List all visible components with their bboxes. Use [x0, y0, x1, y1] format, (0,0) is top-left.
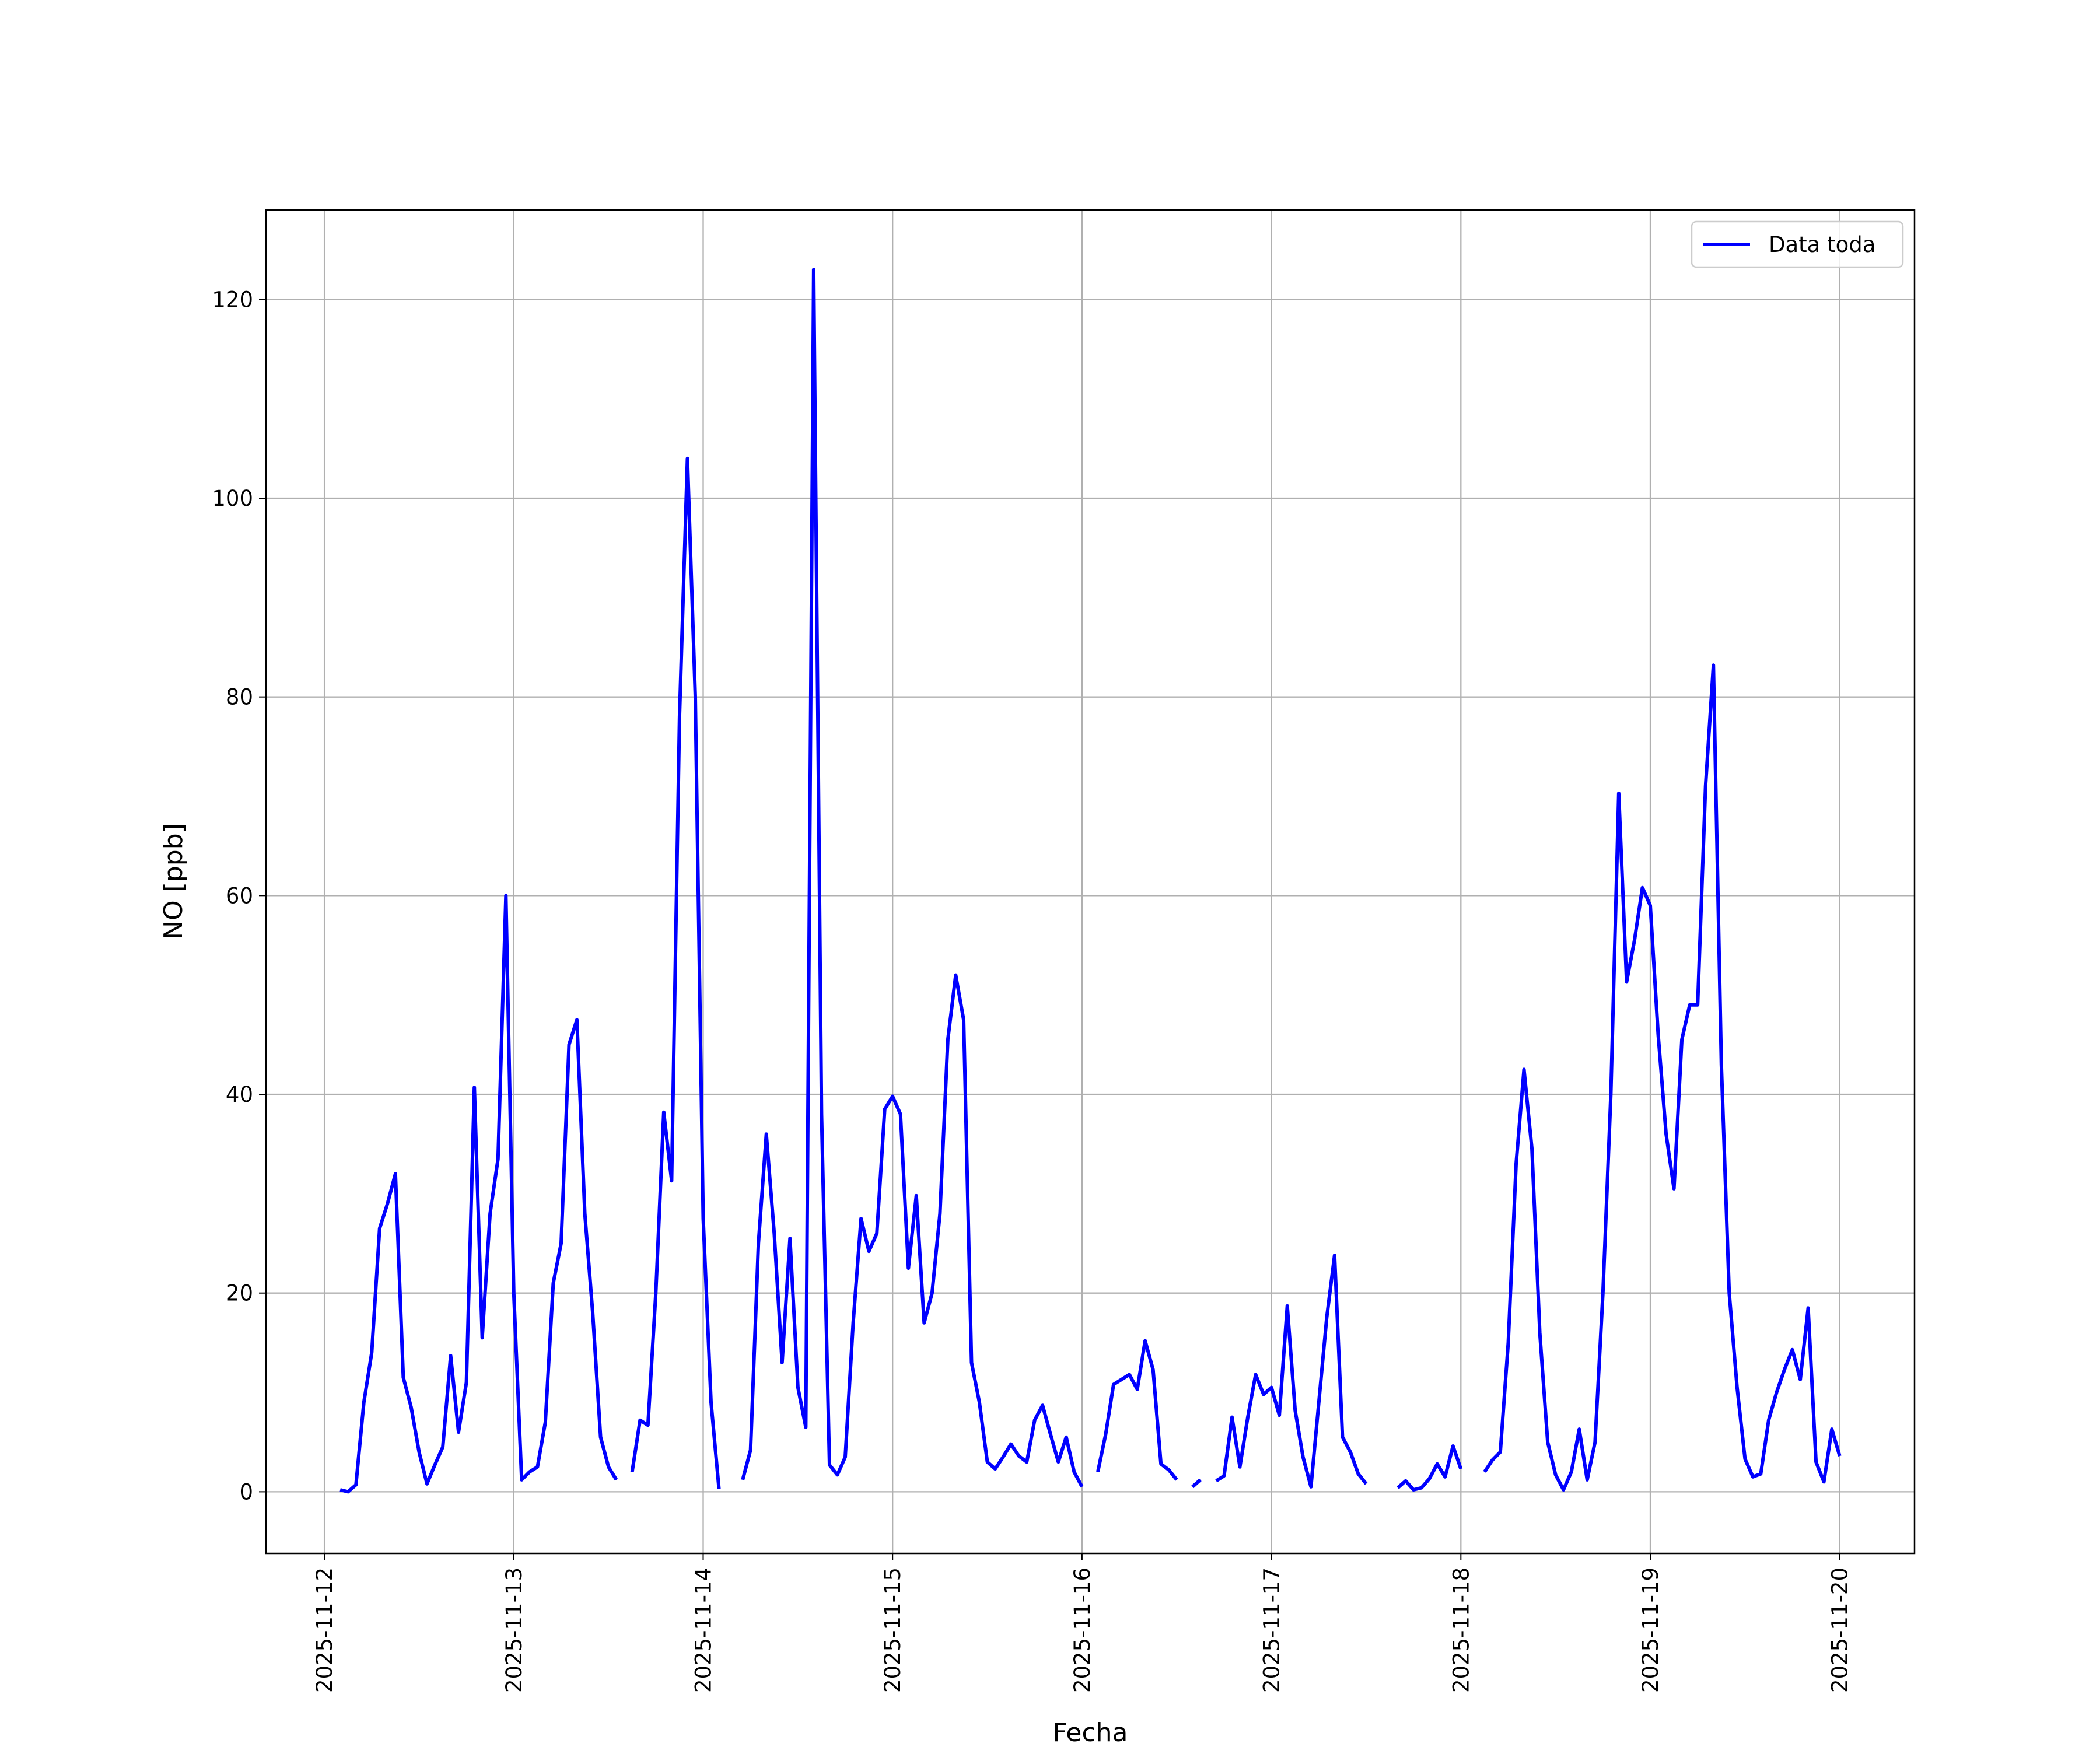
- plot-frame: [265, 209, 1916, 1555]
- y-axis-label: NO [ppb]: [159, 823, 188, 940]
- x-tick-label: 2025-11-20: [1828, 1567, 1853, 1693]
- y-tick-label: 120: [212, 287, 253, 312]
- x-tick-label: 2025-11-19: [1638, 1567, 1663, 1693]
- x-tick-label: 2025-11-15: [880, 1567, 905, 1693]
- x-tick-label: 2025-11-13: [502, 1567, 527, 1693]
- y-tick-label: 0: [239, 1479, 253, 1504]
- data-line: [340, 268, 1842, 1494]
- y-tick-label: 80: [226, 685, 253, 710]
- x-tick-label: 2025-11-12: [312, 1567, 337, 1693]
- x-axis-label: Fecha: [1052, 1718, 1128, 1748]
- y-tick-label: 40: [226, 1082, 253, 1107]
- x-tick-label: 2025-11-14: [691, 1567, 716, 1693]
- legend-box: [1690, 220, 1904, 268]
- y-tick-label: 100: [212, 486, 253, 511]
- y-tick-label: 20: [226, 1281, 253, 1306]
- legend-label: Data toda: [1769, 232, 1875, 257]
- x-tick-label: 2025-11-16: [1070, 1567, 1095, 1693]
- x-tick-label: 2025-11-18: [1448, 1567, 1474, 1693]
- x-tick-label: 2025-11-17: [1259, 1567, 1284, 1693]
- y-tick-label: 60: [226, 883, 253, 908]
- legend: Data toda: [1690, 220, 1904, 268]
